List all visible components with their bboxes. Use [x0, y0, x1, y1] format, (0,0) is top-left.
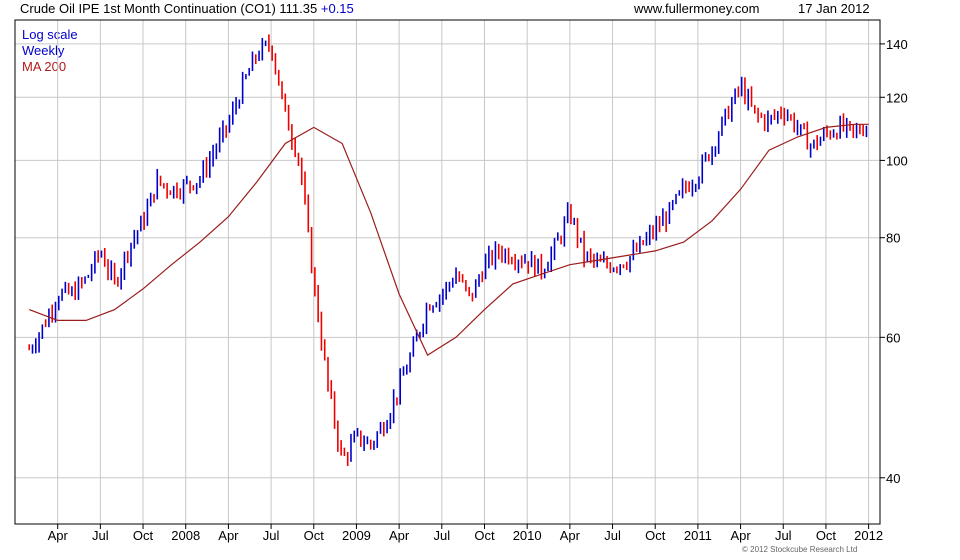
grid-lines — [15, 20, 880, 524]
x-tick-label: Apr — [389, 528, 410, 543]
x-tick-label: 2009 — [342, 528, 371, 543]
copyright: © 2012 Stockcube Research Ltd — [742, 545, 858, 554]
x-tick-label: Apr — [218, 528, 239, 543]
legend-period: Weekly — [22, 43, 65, 58]
x-tick-label: Oct — [816, 528, 837, 543]
y-tick-label: 140 — [886, 37, 908, 52]
x-tick-label: Apr — [730, 528, 751, 543]
source-site: www.fullermoney.com — [634, 1, 760, 16]
x-tick-label: Oct — [133, 528, 154, 543]
y-tick-label: 80 — [886, 231, 900, 246]
x-tick-label: 2012 — [854, 528, 883, 543]
x-tick-label: Jul — [775, 528, 792, 543]
y-tick-label: 120 — [886, 90, 908, 105]
x-tick-label: Oct — [645, 528, 666, 543]
x-tick-label: Jul — [263, 528, 280, 543]
last-price: 111.35 — [279, 1, 318, 16]
price-change: +0.15 — [320, 1, 354, 16]
x-tick-label: Jul — [92, 528, 109, 543]
x-tick-label: 2010 — [513, 528, 542, 543]
chart-title: Crude Oil IPE 1st Month Continuation (CO… — [20, 1, 354, 16]
x-tick-label: Apr — [560, 528, 581, 543]
moving-average — [28, 123, 869, 356]
x-tick-label: Apr — [48, 528, 69, 543]
plot-frame — [14, 19, 881, 525]
x-axis: Apr Jul Oct 2008 Apr Jul Oct 2009 Apr Jul Oct 2010 A… — [48, 524, 883, 543]
x-tick-label: 2008 — [171, 528, 200, 543]
x-tick-label: Oct — [304, 528, 325, 543]
candles — [28, 34, 868, 467]
y-tick-label: 100 — [886, 153, 908, 168]
x-tick-label: Jul — [433, 528, 450, 543]
instrument-name: Crude Oil IPE 1st Month Continuation (CO… — [20, 1, 276, 16]
y-axis: 40 60 80 100 120 140 — [880, 37, 908, 486]
legend-ma: MA 200 — [22, 59, 67, 74]
x-tick-label: Jul — [604, 528, 621, 543]
x-tick-label: 2011 — [684, 528, 712, 543]
chart-date: 17 Jan 2012 — [798, 1, 870, 16]
y-tick-label: 40 — [886, 471, 900, 486]
legend-scale: Log scale — [22, 27, 78, 42]
y-tick-label: 60 — [886, 330, 900, 345]
ma-line — [28, 123, 869, 356]
x-tick-label: Oct — [474, 528, 495, 543]
